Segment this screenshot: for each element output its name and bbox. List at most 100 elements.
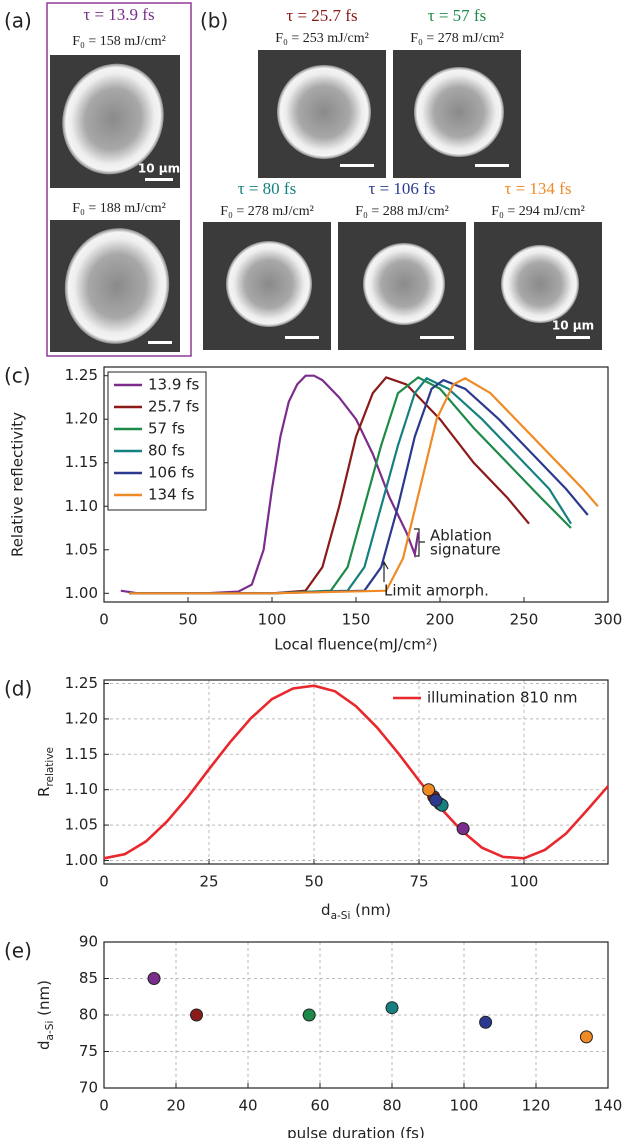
legend-label: 106 fs bbox=[148, 464, 195, 482]
y-tick-label: 85 bbox=[79, 969, 98, 987]
y-tick-label: 1.20 bbox=[65, 410, 98, 428]
y-tick-label: 1.25 bbox=[65, 366, 98, 384]
legend-label: 134 fs bbox=[148, 486, 195, 504]
x-axis-title: da-Si (nm) bbox=[321, 901, 391, 923]
spot bbox=[226, 241, 312, 327]
y-tick-label: 1.20 bbox=[65, 709, 98, 727]
x-tick-label: 75 bbox=[409, 873, 428, 891]
x-axis-title: pulse duration (fs) bbox=[287, 1125, 425, 1138]
y-tick-label: 90 bbox=[79, 933, 98, 951]
shot-images: τ = 25.7 fs F₀ = 253 mJ/cm² τ = 57 fs F₀ = … bbox=[203, 6, 602, 350]
x-axis-title-part: (nm) bbox=[350, 901, 391, 919]
y-tick-label: 80 bbox=[79, 1006, 98, 1024]
point bbox=[190, 1008, 204, 1022]
y-tick-label: 1.00 bbox=[65, 584, 98, 602]
x-tick-label: 0 bbox=[99, 873, 109, 891]
fluence-label: F₀ = 288 mJ/cm² bbox=[355, 204, 449, 219]
point bbox=[479, 1015, 493, 1029]
tau-label: τ = 57 fs bbox=[428, 6, 486, 25]
x-tick-label: 50 bbox=[304, 873, 323, 891]
y-tick-label: 70 bbox=[79, 1079, 98, 1097]
panel-label: (b) bbox=[200, 9, 228, 33]
fluence-label: F₀ = 158 mJ/cm² bbox=[72, 34, 166, 49]
scale-bar bbox=[145, 178, 173, 181]
x-tick-label: 300 bbox=[594, 611, 623, 629]
spot bbox=[62, 63, 164, 175]
x-tick-label: 100 bbox=[510, 873, 539, 891]
y-tick-label: 75 bbox=[79, 1042, 98, 1060]
scale-bar bbox=[340, 164, 374, 167]
x-tick-label: 100 bbox=[258, 611, 287, 629]
annotation: Ablation bbox=[430, 527, 492, 545]
scale-bar bbox=[420, 336, 454, 339]
spot bbox=[363, 243, 445, 325]
x-tick-label: 80 bbox=[382, 1097, 401, 1115]
panel-label: (a) bbox=[4, 9, 32, 33]
scale-bar bbox=[475, 164, 509, 167]
plot-frame bbox=[103, 366, 609, 603]
y-tick-label: 1.10 bbox=[65, 497, 98, 515]
y-axis-title: da-Si (nm) bbox=[35, 980, 57, 1050]
scale-label: 10 µm bbox=[138, 162, 180, 176]
x-tick-label: 200 bbox=[426, 611, 455, 629]
x-tick-label: 120 bbox=[522, 1097, 551, 1115]
y-tick-label: 1.10 bbox=[65, 780, 98, 798]
x-tick-label: 50 bbox=[178, 611, 197, 629]
fluence-label: F₀ = 253 mJ/cm² bbox=[275, 31, 369, 46]
plot-frame bbox=[103, 941, 609, 1089]
spot bbox=[277, 65, 371, 159]
x-tick-label: 0 bbox=[99, 611, 109, 629]
fluence-label: F₀ = 294 mJ/cm² bbox=[491, 204, 585, 219]
legend-label: 25.7 fs bbox=[148, 398, 199, 416]
annotation: signature bbox=[430, 541, 501, 559]
y-axis-title-part: a-Si bbox=[44, 1021, 56, 1041]
panel-label: (c) bbox=[4, 364, 31, 388]
fluence-label: F₀ = 278 mJ/cm² bbox=[410, 31, 504, 46]
series-line bbox=[103, 684, 609, 860]
y-tick-label: 1.00 bbox=[65, 851, 98, 869]
y-tick-label: 1.05 bbox=[65, 816, 98, 834]
point bbox=[456, 822, 470, 836]
tau-label: τ = 13.9 fs bbox=[83, 5, 154, 24]
tau-label: τ = 80 fs bbox=[238, 179, 296, 198]
y-axis-title-part: R bbox=[35, 787, 53, 797]
x-tick-label: 100 bbox=[450, 1097, 479, 1115]
x-axis-title: Local fluence(mJ/cm²) bbox=[274, 636, 437, 654]
y-axis-title: Rrelative bbox=[35, 747, 57, 797]
y-tick-label: 1.25 bbox=[65, 674, 98, 692]
x-tick-label: 140 bbox=[594, 1097, 623, 1115]
y-tick-label: 1.15 bbox=[65, 745, 98, 763]
point bbox=[147, 972, 161, 985]
point bbox=[422, 783, 436, 797]
fluence-label: F₀ = 278 mJ/cm² bbox=[220, 204, 314, 219]
x-axis-title-part: a-Si bbox=[331, 910, 351, 922]
x-tick-label: 150 bbox=[342, 611, 371, 629]
scale-bar bbox=[556, 336, 590, 339]
tau-label: τ = 134 fs bbox=[505, 179, 572, 198]
bracket bbox=[414, 528, 425, 557]
annotation: Limit amorph. bbox=[384, 582, 489, 600]
spot bbox=[64, 228, 170, 344]
panel-label: (d) bbox=[4, 677, 32, 701]
spot bbox=[501, 245, 579, 323]
x-tick-label: 0 bbox=[99, 1097, 109, 1115]
fluence-label: F₀ = 188 mJ/cm² bbox=[72, 201, 166, 216]
x-tick-label: 250 bbox=[510, 611, 539, 629]
point bbox=[385, 1001, 399, 1015]
panel-frame bbox=[46, 2, 192, 357]
x-tick-label: 25 bbox=[199, 873, 218, 891]
y-axis-title-part: d bbox=[35, 1040, 53, 1050]
legend-label: 13.9 fs bbox=[148, 376, 199, 394]
x-tick-label: 40 bbox=[238, 1097, 257, 1115]
series-line bbox=[129, 377, 599, 595]
point bbox=[302, 1008, 316, 1022]
y-tick-label: 1.05 bbox=[65, 540, 98, 558]
y-tick-label: 1.15 bbox=[65, 453, 98, 471]
scale-bar bbox=[285, 336, 319, 339]
legend-label: illumination 810 nm bbox=[427, 689, 578, 707]
scale-label: 10 µm bbox=[552, 319, 594, 333]
tau-label: τ = 106 fs bbox=[369, 179, 436, 198]
point bbox=[429, 793, 443, 807]
y-axis-title-part: relative bbox=[44, 747, 56, 787]
